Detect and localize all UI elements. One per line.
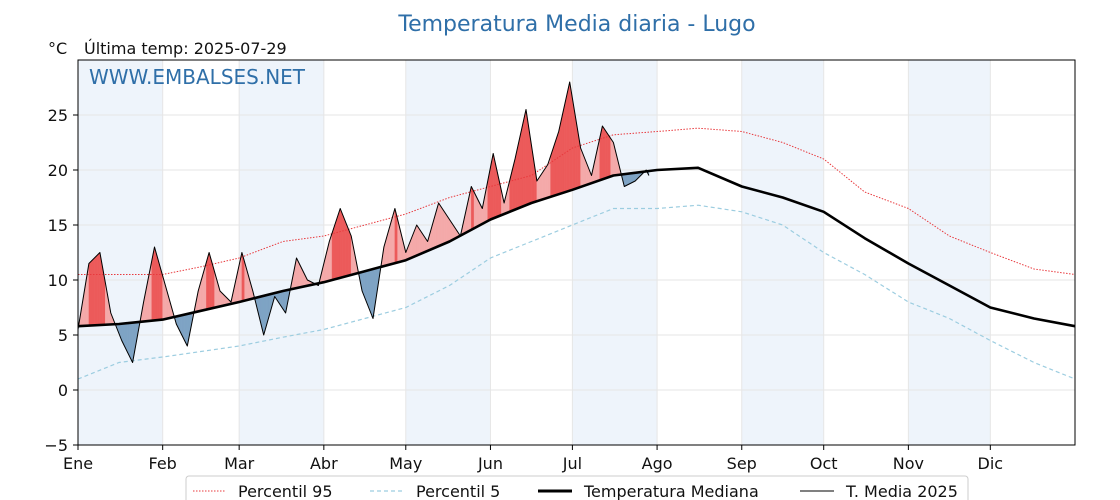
anomaly-fill	[542, 167, 546, 200]
anomaly-fill	[523, 109, 527, 207]
anomaly-fill	[471, 186, 475, 231]
y-axis: −5 0 5 10 15 20 25	[44, 106, 78, 455]
month-band	[572, 60, 658, 445]
anomaly-fill	[370, 268, 374, 319]
anomaly-fill	[602, 125, 606, 180]
x-tick-label: Dic	[978, 454, 1004, 473]
watermark: WWW.EMBALSES.NET	[89, 65, 306, 89]
y-tick-label: −5	[44, 436, 68, 455]
anomaly-fill	[520, 121, 524, 208]
y-tick-label: 0	[58, 381, 68, 400]
anomaly-fill	[91, 257, 95, 326]
anomaly-fill	[566, 81, 570, 192]
series-line-media2025	[77, 81, 650, 363]
x-tick-label: Mar	[224, 454, 255, 473]
anomaly-fill	[555, 131, 559, 196]
anomaly-fill	[129, 322, 133, 363]
y-tick-label: 20	[48, 161, 68, 180]
legend-label-p5: Percentil 5	[416, 482, 500, 500]
legend-label-media2025: T. Media 2025	[845, 482, 958, 500]
x-tick-label: Oct	[810, 454, 838, 473]
legend-label-p95: Percentil 95	[238, 482, 333, 500]
anomaly-fill	[340, 208, 344, 279]
anomaly-fill	[416, 224, 420, 256]
x-tick-label: Ago	[642, 454, 673, 473]
x-axis: Ene Feb Mar Abr May Jun Jul Ago Sep Oct Nov Dic	[63, 445, 1003, 473]
anomaly-fill	[610, 137, 614, 177]
anomaly-fill	[334, 216, 338, 280]
x-tick-label: Sep	[727, 454, 757, 473]
anomaly-fill	[624, 173, 628, 187]
legend-box	[185, 475, 969, 500]
x-tick-label: Jun	[477, 454, 503, 473]
series-line-p95	[78, 127, 1076, 275]
plot-frame	[77, 59, 1076, 446]
x-tick-label: Abr	[310, 454, 338, 473]
month-band	[239, 60, 324, 445]
y-tick-label: 15	[48, 216, 68, 235]
legend: Percentil 95 Percentil 5 Temperatura Med…	[185, 475, 969, 500]
chart-title: Temperatura Media diaria - Lugo	[397, 12, 755, 37]
anomaly-fill	[607, 133, 611, 178]
anomaly-fill	[94, 254, 98, 326]
y-unit-label: °C	[48, 39, 67, 58]
series-lines	[77, 81, 1076, 380]
x-tick-label: May	[389, 454, 422, 473]
anomaly-fill	[337, 208, 341, 279]
month-band	[78, 60, 163, 445]
anomaly-fill	[443, 210, 447, 245]
anomaly-fill	[342, 215, 346, 278]
legend-label-median: Temperatura Mediana	[583, 482, 759, 500]
y-tick-label: 10	[48, 271, 68, 290]
x-tick-label: Nov	[893, 454, 924, 473]
x-tick-label: Ene	[63, 454, 93, 473]
x-tick-label: Feb	[149, 454, 177, 473]
month-bands	[78, 60, 991, 445]
last-temp-subtitle: Última temp: 2025-07-29	[84, 39, 287, 58]
anomaly-fill	[88, 260, 92, 326]
anomaly-fill	[438, 202, 442, 247]
month-band	[908, 60, 991, 445]
grid-lines	[77, 60, 1075, 446]
anomaly-fill	[441, 206, 445, 246]
series-line-median	[77, 166, 1076, 328]
anomaly-fill	[154, 246, 158, 321]
x-tick-label: Jul	[562, 454, 582, 473]
y-tick-label: 5	[58, 326, 68, 345]
anomaly-fill	[564, 94, 568, 193]
anomaly-fill	[544, 163, 549, 199]
y-tick-label: 25	[48, 106, 68, 125]
anomaly-fill	[96, 252, 101, 326]
anomaly-fill	[626, 173, 630, 186]
anomaly-fill	[561, 106, 565, 194]
month-band	[741, 60, 824, 445]
